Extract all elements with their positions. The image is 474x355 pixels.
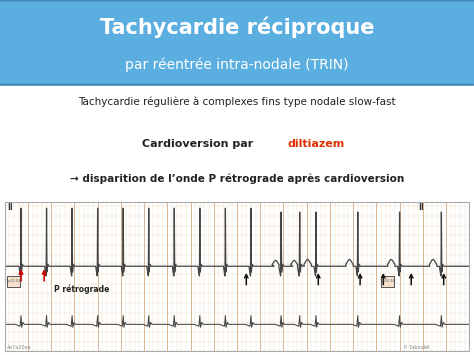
Text: P. Taboulet: P. Taboulet: [404, 345, 430, 350]
Bar: [381, 276, 394, 286]
Text: diltiazem: diltiazem: [287, 139, 345, 149]
Bar: [7, 276, 20, 286]
Text: II: II: [418, 203, 424, 212]
Text: par réentrée intra-nodale (TRIN): par réentrée intra-nodale (TRIN): [125, 57, 349, 72]
Text: Ao7a20oa: Ao7a20oa: [7, 345, 32, 350]
Text: → disparition de l’onde P rétrograde après cardioversion: → disparition de l’onde P rétrograde apr…: [70, 173, 404, 184]
FancyBboxPatch shape: [0, 0, 474, 85]
Text: 1p02 02: 1p02 02: [380, 279, 395, 283]
Text: Tachycardie régulière à complexes fins type nodale slow-fast: Tachycardie régulière à complexes fins t…: [78, 97, 396, 108]
Text: Tachycardie réciproque: Tachycardie réciproque: [100, 16, 374, 38]
Text: P rétrograde: P rétrograde: [54, 285, 109, 294]
Text: 1p02 02: 1p02 02: [6, 279, 21, 283]
Text: II: II: [7, 203, 13, 212]
Text: Cardioversion par: Cardioversion par: [142, 139, 257, 149]
